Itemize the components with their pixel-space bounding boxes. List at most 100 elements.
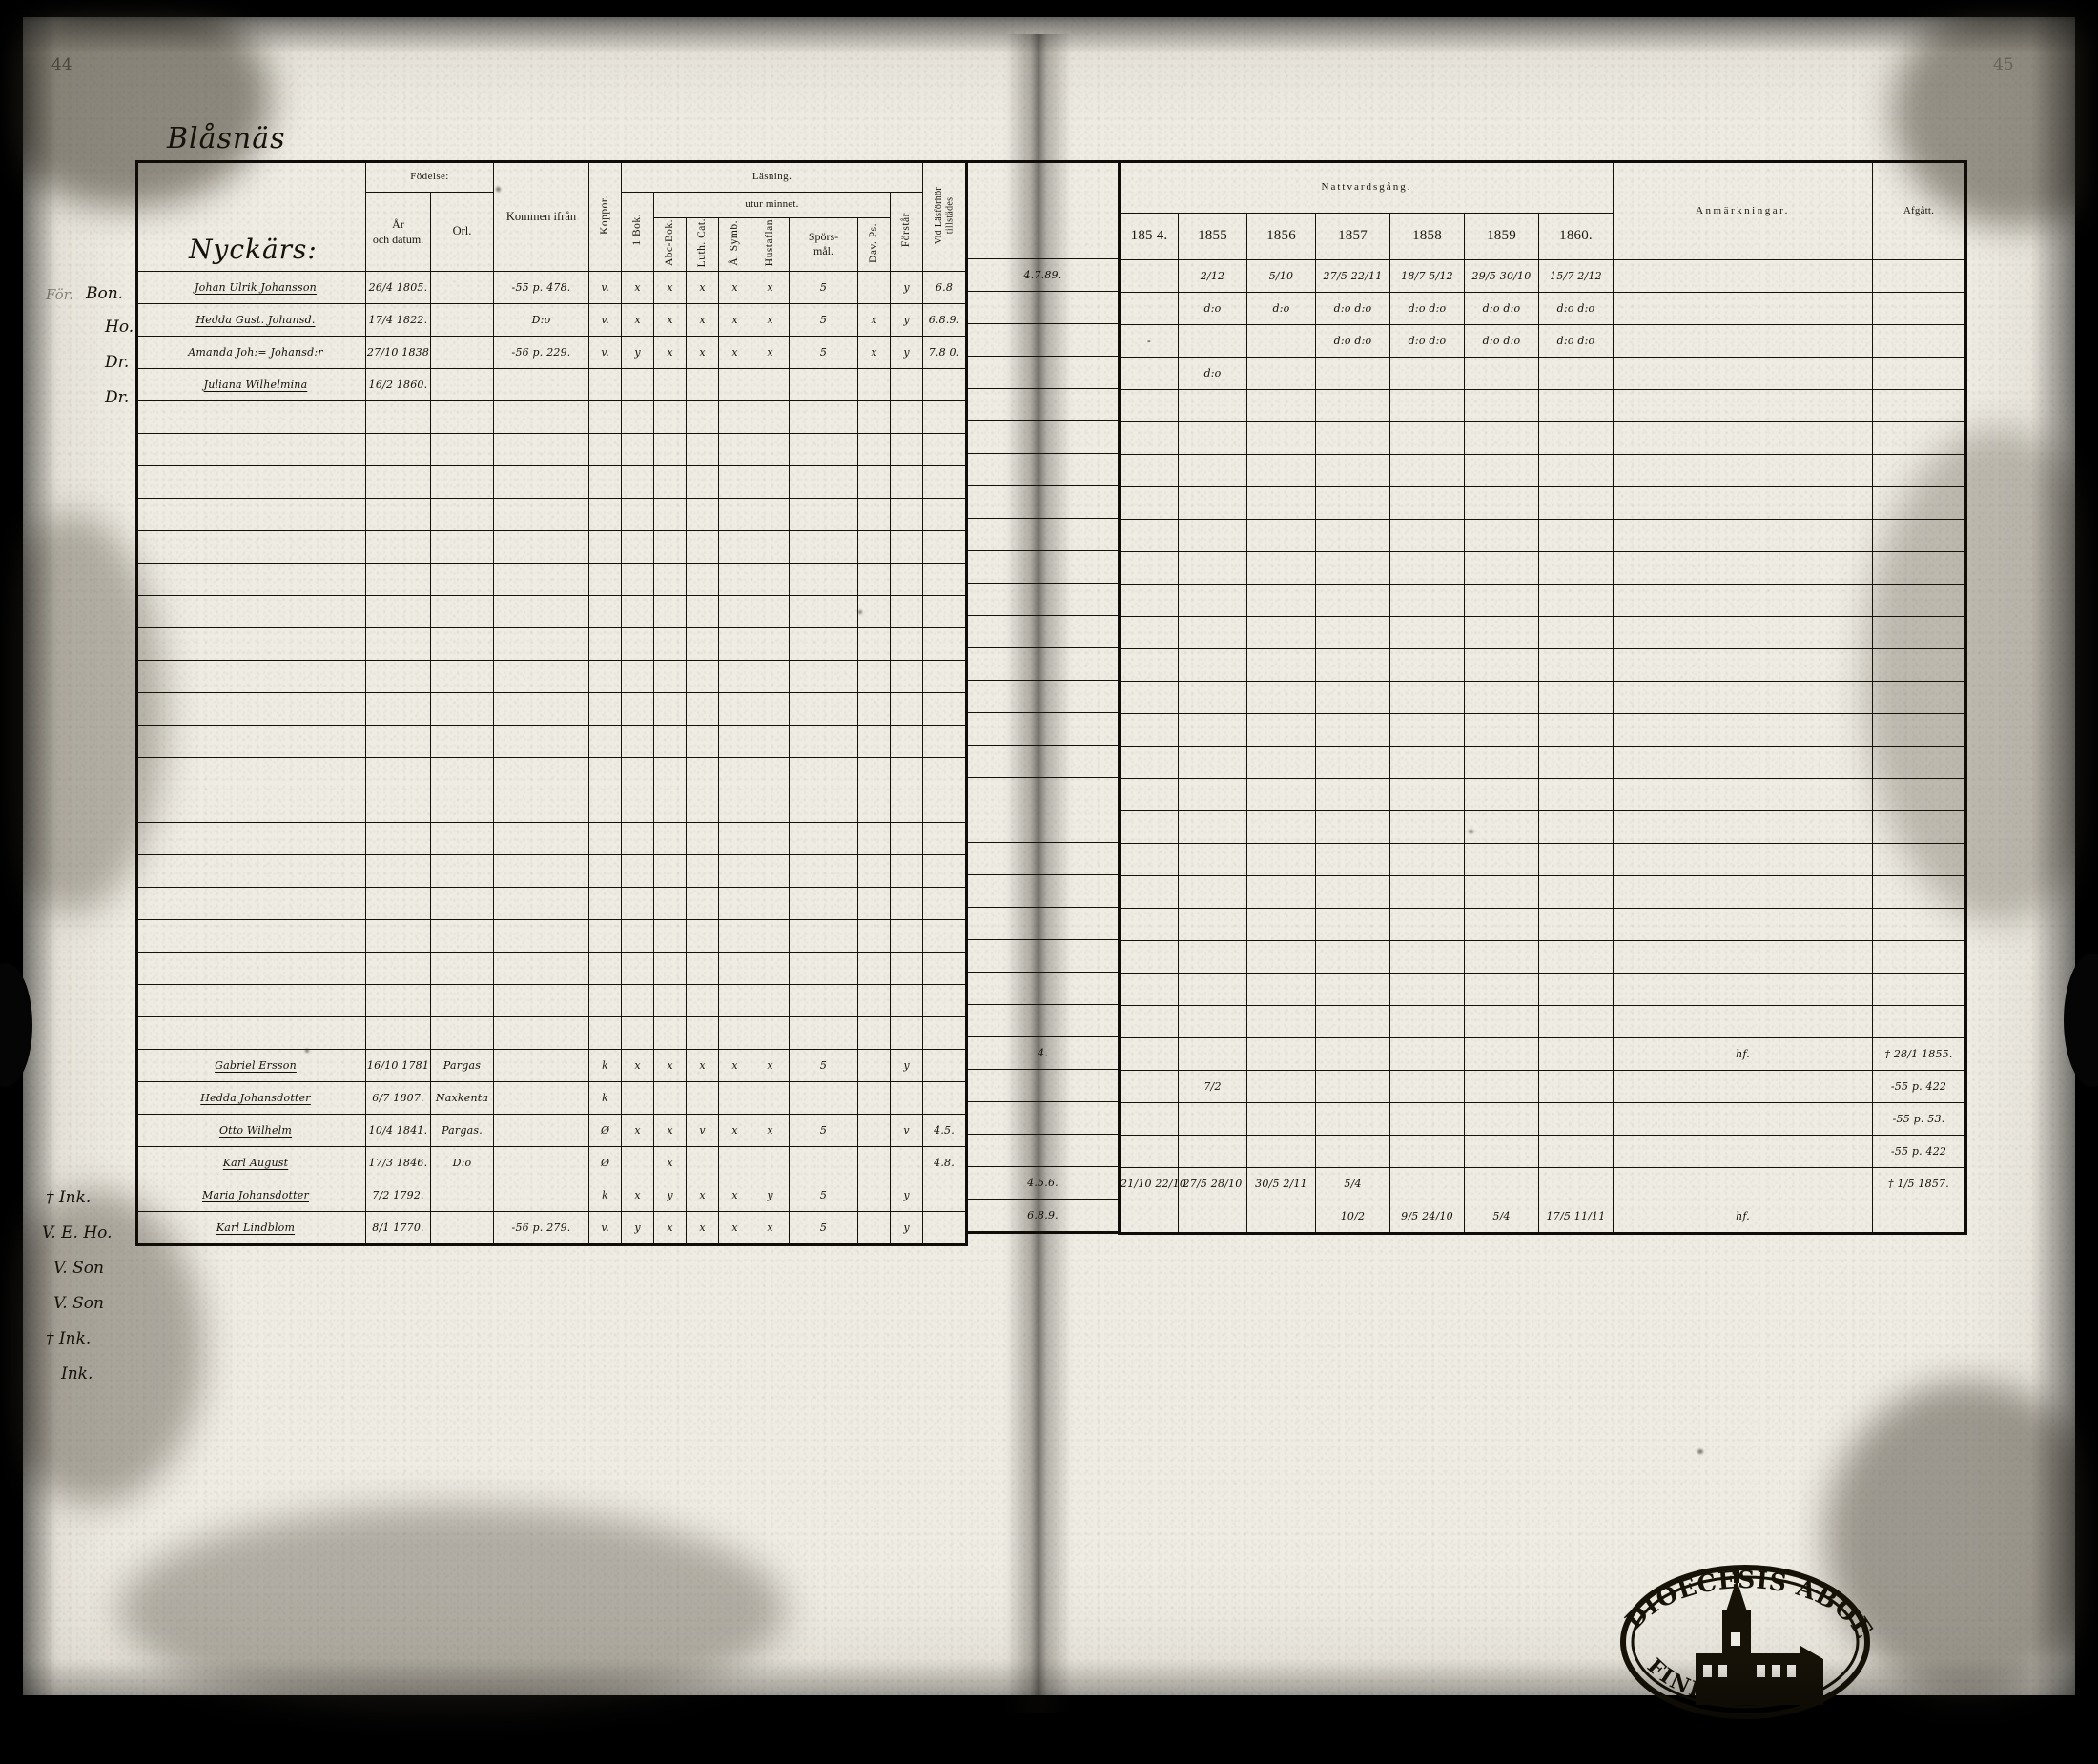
cell-book1 <box>621 432 655 466</box>
cell-departed <box>1872 810 1967 844</box>
cell-forstar: y <box>890 270 924 304</box>
cell-sporsmal <box>789 756 859 790</box>
cell-book1 <box>621 1080 655 1115</box>
cell-book1 <box>621 789 655 823</box>
table-row: Gabriel Ersson 16/10 1781 Pargas k x x x x x 5 y <box>135 1048 969 1082</box>
cell-gutter-note <box>965 907 1121 940</box>
cell-communion-1858 <box>1389 454 1465 487</box>
cell-communion-1856 <box>1246 875 1316 909</box>
cell-departed <box>1872 908 1967 941</box>
cell-exam <box>922 886 969 920</box>
cell-remarks <box>1613 357 1873 390</box>
person-name: Karl August <box>222 1156 289 1169</box>
cell-sporsmal <box>789 821 859 855</box>
gutter-row <box>965 291 1121 324</box>
table-row: - d:o d:o d:o d:o d:o d:o d:o d:o <box>1118 324 1967 358</box>
cell-sporsmal <box>789 1080 859 1115</box>
cell-communion-1854 <box>1118 843 1179 876</box>
cell-davps <box>857 529 892 564</box>
gutter-row <box>965 939 1121 973</box>
cell-communion-1855 <box>1178 843 1247 876</box>
cell-symb <box>718 1145 752 1179</box>
cell-exam <box>922 918 969 953</box>
cell-communion-1855 <box>1178 324 1247 358</box>
table-row: 21/10 22/10 27/5 28/10 30/5 2/11 5/4 † 1/5 1… <box>1118 1167 1967 1200</box>
right-page-register-table: Nattvardsgång. Anmärkningar. Afgått. 185… <box>1118 160 1967 1235</box>
cell-birth-date <box>365 853 431 888</box>
cell-exam <box>922 756 969 790</box>
cell-cat <box>686 724 720 758</box>
table-row: -55 p. 422 <box>1118 1135 1967 1168</box>
cell-communion-1856 <box>1246 778 1316 811</box>
cell-communion-1856 <box>1246 810 1316 844</box>
cell-cat <box>686 367 720 401</box>
cell-communion-1856 <box>1246 519 1316 552</box>
gutter-row <box>965 1134 1121 1167</box>
cell-symb: x <box>718 1048 752 1082</box>
cell-forstar: y <box>890 1210 924 1246</box>
cell-communion-1858 <box>1389 616 1465 649</box>
cell-communion-1856 <box>1246 324 1316 358</box>
cell-birth-date: 8/1 1770. <box>365 1210 431 1246</box>
cell-sporsmal <box>789 983 859 1017</box>
cell-cat: x <box>686 1048 720 1082</box>
cell-birth-place <box>429 335 495 369</box>
gutter-row <box>965 485 1121 519</box>
cell-remarks <box>1613 843 1873 876</box>
cell-sporsmal <box>789 659 859 693</box>
cell-abc: y <box>653 1178 688 1212</box>
cell-exam: 6.8 <box>922 270 969 304</box>
gutter-row <box>965 1069 1121 1102</box>
table-row: Hedda Johansdotter 6/7 1807. Naxkenta k <box>135 1080 969 1115</box>
cell-hust <box>751 562 791 596</box>
cell-communion-1860 <box>1538 778 1614 811</box>
cell-exam <box>922 853 969 888</box>
gutter-row <box>965 583 1121 616</box>
row-status-label: Dr. <box>105 388 130 407</box>
cell-gutter-note <box>965 1101 1121 1135</box>
cell-communion-1859 <box>1464 519 1539 552</box>
cell-smallpox <box>588 724 623 758</box>
cell-birth-place <box>429 400 495 434</box>
table-row: hf. † 28/1 1855. <box>1118 1037 1967 1071</box>
person-name-cell: Hedda Gust. Johansd. <box>135 302 366 337</box>
cell-smallpox <box>588 1015 623 1050</box>
cell-remarks <box>1613 519 1873 552</box>
header-book1: 1 Bok. <box>621 192 655 272</box>
cell-communion-1855: 27/5 28/10 <box>1178 1167 1247 1200</box>
cell-remarks <box>1613 1102 1873 1136</box>
cell-communion-1858 <box>1389 940 1465 974</box>
cell-gutter-note <box>965 356 1121 389</box>
cell-hust <box>751 853 791 888</box>
cell-exam <box>922 691 969 726</box>
cell-sporsmal: 5 <box>789 1178 859 1212</box>
cell-sporsmal: 5 <box>789 270 859 304</box>
cell-sporsmal <box>789 918 859 953</box>
cell-forstar <box>890 853 924 888</box>
cell-communion-1859 <box>1464 486 1539 520</box>
cell-cat <box>686 464 720 499</box>
gutter-row: 6.8.9. <box>965 1199 1121 1234</box>
cell-communion-1859 <box>1464 810 1539 844</box>
cell-communion-1857 <box>1315 973 1390 1006</box>
cell-sporsmal <box>789 1015 859 1050</box>
cell-davps <box>857 626 892 661</box>
cell-remarks <box>1613 551 1873 585</box>
cell-communion-1859 <box>1464 1005 1539 1038</box>
cell-birth-date: 16/2 1860. <box>365 367 431 401</box>
person-name: Karl Lindblom <box>216 1220 296 1234</box>
cell-communion-1855 <box>1178 908 1247 941</box>
row-status-label: V. Son <box>53 1259 104 1278</box>
cell-hust <box>751 659 791 693</box>
cell-departed <box>1872 713 1967 747</box>
row-status-label: Ho. <box>105 318 134 337</box>
cell-smallpox <box>588 756 623 790</box>
gutter-row: 4.5.6. <box>965 1166 1121 1200</box>
cell-forstar <box>890 1015 924 1050</box>
header-communion-year-1857: 1857 <box>1315 213 1390 260</box>
cell-communion-1859 <box>1464 908 1539 941</box>
cell-gutter-note <box>965 453 1121 486</box>
cell-birth-place <box>429 789 495 823</box>
cell-smallpox <box>588 821 623 855</box>
cell-birth-place <box>429 886 495 920</box>
